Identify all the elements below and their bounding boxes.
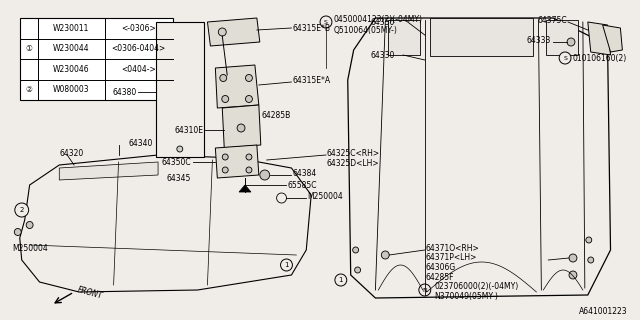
Polygon shape: [20, 155, 311, 292]
Text: M250004: M250004: [307, 191, 343, 201]
Circle shape: [237, 124, 245, 132]
Text: ①: ①: [25, 44, 32, 53]
Bar: [156, 22, 204, 157]
Circle shape: [246, 75, 252, 82]
Circle shape: [220, 75, 227, 82]
Circle shape: [222, 95, 228, 102]
Polygon shape: [216, 65, 259, 108]
Circle shape: [381, 251, 389, 259]
Text: W080003: W080003: [53, 85, 90, 94]
Bar: [547, 20, 578, 55]
Circle shape: [586, 237, 592, 243]
Polygon shape: [603, 25, 622, 52]
Circle shape: [353, 247, 358, 253]
Text: 64310E: 64310E: [175, 125, 204, 134]
Circle shape: [15, 203, 29, 217]
Text: 64371O<RH>: 64371O<RH>: [426, 244, 479, 252]
Text: 64375C: 64375C: [538, 15, 567, 25]
Circle shape: [419, 284, 431, 296]
Circle shape: [26, 221, 33, 228]
Text: 65585C: 65585C: [287, 180, 317, 189]
Circle shape: [569, 254, 577, 262]
Text: 64350C: 64350C: [161, 157, 191, 166]
Text: S: S: [324, 20, 328, 25]
Text: 1: 1: [339, 277, 343, 283]
Text: 64330: 64330: [371, 51, 395, 60]
Text: 64333: 64333: [527, 36, 551, 44]
Text: N370049(05MY-): N370049(05MY-): [435, 292, 499, 301]
Polygon shape: [348, 18, 611, 298]
Text: 0450004123(2)(-04MY): 0450004123(2)(-04MY): [334, 14, 423, 23]
Text: A641001223: A641001223: [579, 307, 627, 316]
Text: <-0306>: <-0306>: [122, 24, 156, 33]
Text: W230046: W230046: [53, 65, 90, 74]
Text: 64320: 64320: [60, 148, 84, 157]
Text: <0306-0404>: <0306-0404>: [111, 44, 166, 53]
Text: 64285B: 64285B: [262, 110, 291, 119]
Polygon shape: [60, 162, 158, 180]
Circle shape: [246, 167, 252, 173]
Text: FRONT: FRONT: [76, 286, 103, 301]
Text: M250004: M250004: [12, 244, 47, 252]
Circle shape: [14, 228, 21, 236]
Text: S: S: [563, 55, 567, 60]
Circle shape: [588, 257, 594, 263]
Circle shape: [177, 146, 183, 152]
Text: 64325C<RH>: 64325C<RH>: [327, 148, 380, 157]
Circle shape: [559, 52, 571, 64]
Circle shape: [218, 28, 226, 36]
Polygon shape: [207, 18, 260, 46]
Circle shape: [335, 274, 347, 286]
Text: 64380: 64380: [112, 87, 136, 97]
Text: 1: 1: [284, 262, 289, 268]
Polygon shape: [239, 185, 251, 192]
Bar: [388, 20, 420, 55]
Circle shape: [222, 154, 228, 160]
Circle shape: [222, 167, 228, 173]
Text: 010106160(2): 010106160(2): [573, 53, 627, 62]
Circle shape: [280, 259, 292, 271]
Text: W230044: W230044: [53, 44, 90, 53]
Text: 64315E*A: 64315E*A: [292, 76, 330, 84]
Circle shape: [355, 267, 360, 273]
Circle shape: [320, 16, 332, 28]
Circle shape: [276, 193, 287, 203]
Bar: [20, 18, 173, 100]
Text: 64340: 64340: [129, 139, 153, 148]
Circle shape: [569, 271, 577, 279]
Bar: [429, 18, 534, 56]
Text: <0404->: <0404->: [122, 65, 156, 74]
Text: 64285F: 64285F: [426, 274, 454, 283]
Polygon shape: [588, 22, 611, 55]
Polygon shape: [222, 105, 261, 148]
Text: 64384: 64384: [292, 169, 317, 178]
Text: 64325D<LH>: 64325D<LH>: [327, 158, 380, 167]
Circle shape: [567, 38, 575, 46]
Text: N: N: [422, 287, 427, 292]
Text: 64315E*B: 64315E*B: [292, 23, 330, 33]
Text: W230011: W230011: [53, 24, 90, 33]
Circle shape: [246, 154, 252, 160]
Circle shape: [260, 170, 269, 180]
Text: 64371P<LH>: 64371P<LH>: [426, 253, 477, 262]
Text: 64350: 64350: [371, 18, 395, 27]
Text: 2: 2: [20, 207, 24, 213]
Polygon shape: [216, 145, 259, 178]
Circle shape: [246, 95, 252, 102]
Text: Q510064(05MY-): Q510064(05MY-): [334, 26, 398, 35]
Text: 64345: 64345: [166, 173, 191, 182]
Text: 64306G: 64306G: [426, 263, 456, 273]
Text: ②: ②: [25, 85, 32, 94]
Text: 023706000(2)(-04MY): 023706000(2)(-04MY): [435, 283, 519, 292]
